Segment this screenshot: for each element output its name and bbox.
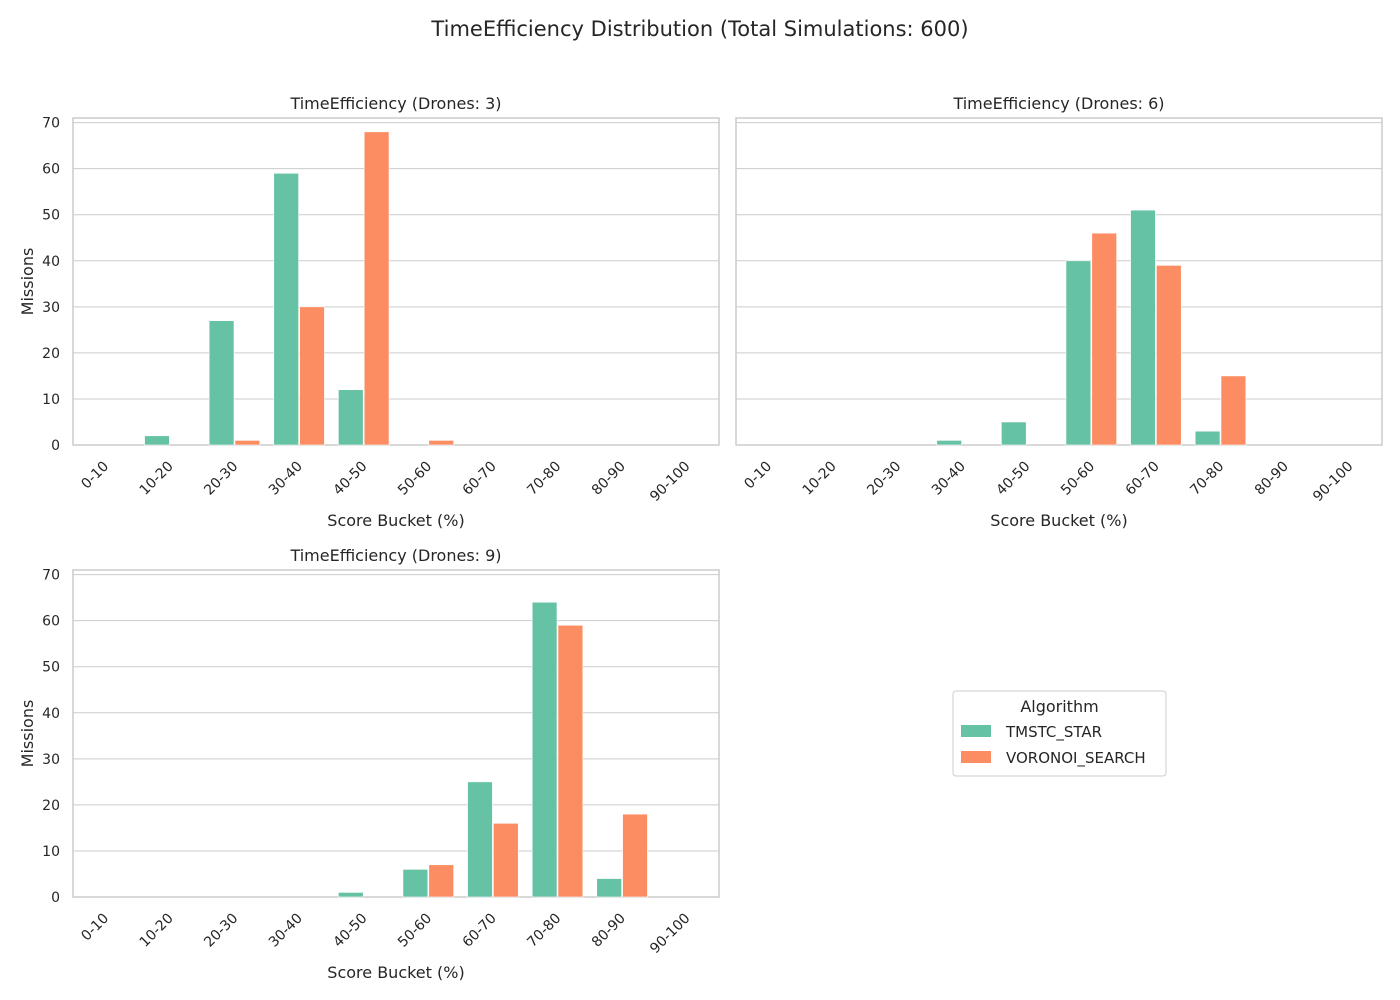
plot-frame (72, 569, 720, 898)
x-tick-label: 50-60 (395, 911, 435, 951)
x-tick-label: 30-40 (266, 911, 306, 951)
x-tick-label: 10-20 (137, 459, 177, 499)
y-tick-label: 60 (42, 162, 60, 178)
x-tick-label: 70-80 (524, 911, 564, 951)
x-tick-label: 20-30 (201, 459, 241, 499)
bar-tmstc-star-60-70 (467, 781, 493, 898)
bar-voronoi-search-60-70 (1156, 265, 1182, 446)
y-tick-label: 30 (42, 752, 60, 768)
y-tick-label: 70 (42, 116, 60, 132)
bar-voronoi-search-70-80 (557, 624, 584, 898)
plot-frame (735, 117, 1383, 446)
x-tick-label: 10-20 (800, 459, 840, 499)
x-tick-label: 50-60 (1058, 459, 1098, 499)
y-tick-label: 0 (51, 890, 60, 906)
x-tick-label: 30-40 (266, 459, 306, 499)
x-tick-label: 90-100 (647, 911, 693, 957)
x-tick-label: 80-90 (1252, 459, 1292, 499)
bar-tmstc-star-50-60 (402, 869, 429, 898)
x-tick-label: 50-60 (395, 459, 435, 499)
x-tick-label: 80-90 (589, 911, 629, 951)
legend-box (952, 690, 1167, 777)
subplot-title: TimeEfficiency (Drones: 6) (952, 94, 1164, 113)
x-tick-label: 90-100 (1310, 459, 1356, 505)
bar-tmstc-star-60-70 (1130, 209, 1156, 446)
bar-voronoi-search-40-50 (363, 131, 390, 446)
y-tick-label: 40 (42, 706, 60, 722)
x-tick-label: 20-30 (864, 459, 904, 499)
y-tick-label: 0 (51, 438, 60, 454)
x-axis-label: Score Bucket (%) (990, 511, 1127, 530)
y-axis-label: Missions (18, 700, 37, 768)
legend: Algorithm TMSTC_STAR VORONOI_SEARCH (952, 690, 1167, 777)
bar-tmstc-star-70-80 (531, 601, 558, 898)
y-tick-label: 30 (42, 300, 60, 316)
bar-voronoi-search-50-60 (428, 440, 454, 446)
bar-voronoi-search-30-40 (299, 306, 325, 446)
y-tick-label: 70 (42, 568, 60, 584)
subplot-1: 0 10 20 30 40 50 60 70 0-10 10-20 20-30 30-40 40-50 5… (18, 94, 720, 530)
bar-tmstc-star-50-60 (1065, 260, 1092, 446)
x-tick-label: 60-70 (460, 459, 500, 499)
legend-swatch-tmstc-star (961, 725, 991, 737)
x-tick-label: 10-20 (137, 911, 177, 951)
bar-tmstc-star-70-80 (1194, 430, 1221, 446)
legend-label-tmstc-star: TMSTC_STAR (1005, 723, 1102, 742)
bar-voronoi-search-50-60 (428, 864, 454, 898)
y-tick-label: 60 (42, 614, 60, 630)
y-tick-label: 40 (42, 254, 60, 270)
subplots: 0 10 20 30 40 50 60 70 0-10 10-20 20-30 30-40 40-50 5… (18, 94, 1383, 982)
legend-swatch-voronoi-search (961, 751, 991, 763)
x-tick-label: 70-80 (524, 459, 564, 499)
bar-tmstc-star-80-90 (596, 878, 622, 898)
y-tick-label: 20 (42, 346, 60, 362)
subplot-title: TimeEfficiency (Drones: 9) (289, 546, 501, 565)
subplot-title: TimeEfficiency (Drones: 3) (289, 94, 501, 113)
bar-tmstc-star-40-50 (338, 389, 364, 446)
x-tick-label: 0-10 (78, 911, 112, 945)
bar-voronoi-search-60-70 (493, 823, 519, 898)
bar-tmstc-star-30-40 (936, 440, 962, 446)
subplot-3: 0 10 20 30 40 50 60 70 0-10 10-20 20-30 30-40 40-50 5… (18, 546, 720, 982)
x-tick-label: 20-30 (201, 911, 241, 951)
x-tick-label: 0-10 (78, 459, 112, 493)
y-tick-label: 50 (42, 208, 60, 224)
bar-voronoi-search-20-30 (234, 440, 261, 446)
bar-tmstc-star-40-50 (1001, 421, 1027, 446)
bar-tmstc-star-40-50 (338, 892, 364, 898)
x-tick-label: 60-70 (1123, 459, 1163, 499)
bar-tmstc-star-20-30 (208, 320, 235, 446)
x-axis-label: Score Bucket (%) (327, 963, 464, 982)
subplot-2: 0-10 10-20 20-30 30-40 40-50 50-60 60-70 70-80 8… (735, 94, 1383, 530)
x-tick-label: 30-40 (929, 459, 969, 499)
bar-tmstc-star-30-40 (273, 172, 299, 446)
y-tick-label: 50 (42, 660, 60, 676)
x-tick-label: 80-90 (589, 459, 629, 499)
legend-label-voronoi-search: VORONOI_SEARCH (1006, 749, 1146, 768)
y-tick-label: 20 (42, 798, 60, 814)
y-tick-label: 10 (42, 844, 60, 860)
x-tick-label: 40-50 (330, 911, 370, 951)
bar-tmstc-star-10-20 (144, 435, 170, 446)
figure-title: TimeEfficiency Distribution (Total Simul… (430, 17, 968, 41)
bar-voronoi-search-50-60 (1091, 232, 1117, 446)
plot-frame (72, 117, 720, 446)
bar-voronoi-search-70-80 (1220, 375, 1247, 446)
x-tick-label: 60-70 (460, 911, 500, 951)
x-axis-label: Score Bucket (%) (327, 511, 464, 530)
x-tick-label: 40-50 (330, 459, 370, 499)
x-tick-label: 0-10 (741, 459, 775, 493)
y-tick-label: 10 (42, 392, 60, 408)
x-tick-label: 40-50 (993, 459, 1033, 499)
x-tick-label: 70-80 (1187, 459, 1227, 499)
bar-voronoi-search-80-90 (622, 813, 648, 898)
x-tick-label: 90-100 (647, 459, 693, 505)
y-axis-label: Missions (18, 248, 37, 316)
legend-title: Algorithm (1020, 697, 1098, 716)
